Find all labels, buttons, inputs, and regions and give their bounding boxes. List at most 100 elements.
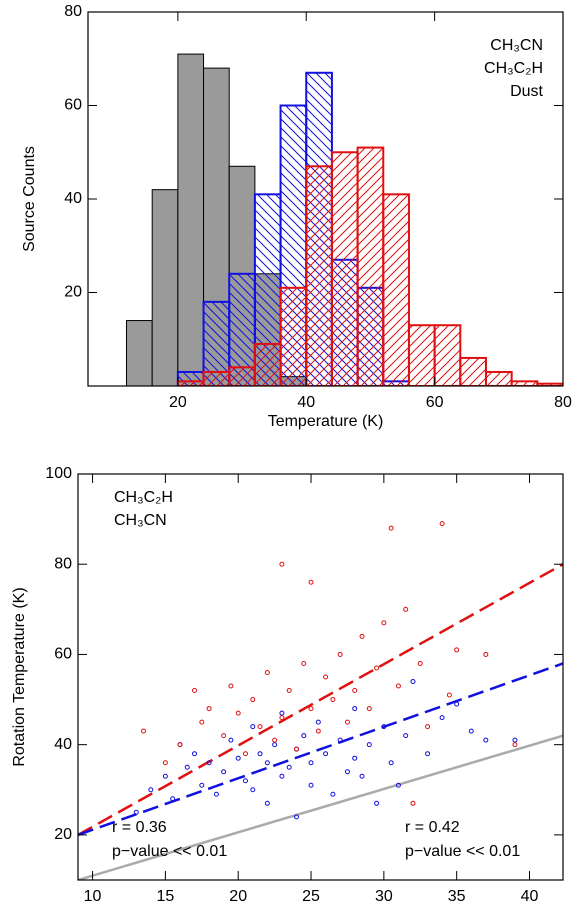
scatter-point bbox=[184, 764, 190, 770]
legend-entry: CH₃CN bbox=[114, 512, 167, 529]
scatter-point bbox=[323, 751, 329, 757]
annotation: p−value << 0.01 bbox=[112, 843, 227, 860]
x-tick-label: 20 bbox=[169, 394, 187, 411]
scatter-point bbox=[315, 719, 321, 725]
fit-line bbox=[78, 662, 563, 837]
scatter-point bbox=[213, 791, 219, 797]
annotation: r = 0.42 bbox=[405, 819, 460, 836]
scatter-point bbox=[352, 706, 358, 712]
y-axis-label: Source Counts bbox=[21, 146, 38, 252]
x-tick-label: 25 bbox=[302, 888, 320, 905]
x-tick-label: 20 bbox=[229, 888, 247, 905]
scatter-point bbox=[293, 746, 299, 752]
histogram-bar bbox=[202, 370, 231, 386]
histogram-bar bbox=[330, 151, 359, 386]
scatter-point bbox=[264, 800, 270, 806]
scatter-point bbox=[388, 525, 394, 531]
scatter-point bbox=[308, 706, 314, 712]
scatter-point bbox=[425, 751, 431, 757]
scatter-point bbox=[395, 683, 401, 689]
scatter-point bbox=[264, 760, 270, 766]
scatter-point bbox=[235, 710, 241, 716]
scatter-point bbox=[228, 737, 234, 743]
y-tick-label: 20 bbox=[64, 284, 82, 301]
x-tick-label: 40 bbox=[297, 394, 315, 411]
scatter-point bbox=[242, 751, 248, 757]
scatter-point bbox=[410, 800, 416, 806]
x-tick-label: 35 bbox=[448, 888, 466, 905]
scatter-point bbox=[308, 782, 314, 788]
legend-entry: CH₃C₂H bbox=[484, 60, 543, 77]
scatter-point bbox=[512, 742, 518, 748]
scatter-point bbox=[352, 688, 358, 694]
scatter-point bbox=[403, 606, 409, 612]
scatter-point bbox=[366, 742, 372, 748]
scatter-point bbox=[206, 706, 212, 712]
scatter-point bbox=[410, 679, 416, 685]
x-tick-label: 40 bbox=[521, 888, 539, 905]
plot-frame bbox=[77, 473, 564, 881]
histogram-bar bbox=[536, 382, 563, 386]
y-axis-label: Rotation Temperature (K) bbox=[11, 587, 28, 766]
scatter-point bbox=[199, 782, 205, 788]
scatter-point bbox=[177, 742, 183, 748]
scatter-point bbox=[315, 728, 321, 734]
scatter-point bbox=[366, 706, 372, 712]
legend-entry: CH₃C₂H bbox=[114, 489, 173, 506]
scatter-point bbox=[272, 742, 278, 748]
y-tick-label: 60 bbox=[64, 97, 82, 114]
scatter-point bbox=[192, 688, 198, 694]
legend-entry: CH₃CN bbox=[490, 37, 543, 54]
scatter-point bbox=[439, 715, 445, 721]
scatter-point bbox=[330, 791, 336, 797]
scatter-point bbox=[141, 728, 147, 734]
x-tick-label: 10 bbox=[84, 888, 102, 905]
scatter-point bbox=[293, 814, 299, 820]
scatter-point bbox=[206, 760, 212, 766]
histogram-bar bbox=[126, 320, 153, 386]
scatter-point bbox=[133, 809, 139, 815]
scatter-point bbox=[388, 760, 394, 766]
scatter-point bbox=[301, 660, 307, 666]
scatter-point bbox=[337, 651, 343, 657]
scatter-point bbox=[483, 737, 489, 743]
scatter-point bbox=[264, 669, 270, 675]
scatter-point bbox=[454, 647, 460, 653]
scatter-point bbox=[301, 733, 307, 739]
scatter-point bbox=[344, 769, 350, 775]
scatter-point bbox=[170, 796, 176, 802]
scatter-point bbox=[257, 724, 263, 730]
scatter-point bbox=[337, 737, 343, 743]
histogram-bar bbox=[305, 165, 333, 386]
scatter-point bbox=[417, 660, 423, 666]
scatter-point bbox=[439, 521, 445, 527]
scatter-point bbox=[512, 737, 518, 743]
scatter-point bbox=[228, 683, 234, 689]
scatter-point bbox=[374, 665, 380, 671]
scatter-point bbox=[250, 724, 256, 730]
histogram-bar bbox=[228, 366, 256, 386]
scatter-point bbox=[344, 719, 350, 725]
fit-line bbox=[78, 734, 563, 880]
scatter-point bbox=[279, 561, 285, 567]
scatter-point bbox=[162, 773, 168, 779]
scatter-point bbox=[199, 719, 205, 725]
scatter-point bbox=[395, 782, 401, 788]
y-tick-label: 40 bbox=[54, 736, 72, 753]
histogram-bar bbox=[382, 193, 410, 386]
x-axis-label: Temperature (K) bbox=[268, 413, 384, 430]
plot-area bbox=[126, 53, 563, 386]
scatter-point bbox=[279, 773, 285, 779]
scatter-point bbox=[330, 697, 336, 703]
scatter-point bbox=[403, 733, 409, 739]
scatter-point bbox=[468, 728, 474, 734]
histogram-bar bbox=[459, 356, 487, 386]
y-tick-label: 80 bbox=[54, 555, 72, 572]
scatter-point bbox=[286, 688, 292, 694]
scatter-point bbox=[257, 751, 263, 757]
scatter-point bbox=[381, 724, 387, 730]
histogram-bar bbox=[407, 324, 436, 386]
histogram-bar bbox=[176, 380, 205, 386]
scatter-point bbox=[359, 773, 365, 779]
scatter-point bbox=[279, 710, 285, 716]
